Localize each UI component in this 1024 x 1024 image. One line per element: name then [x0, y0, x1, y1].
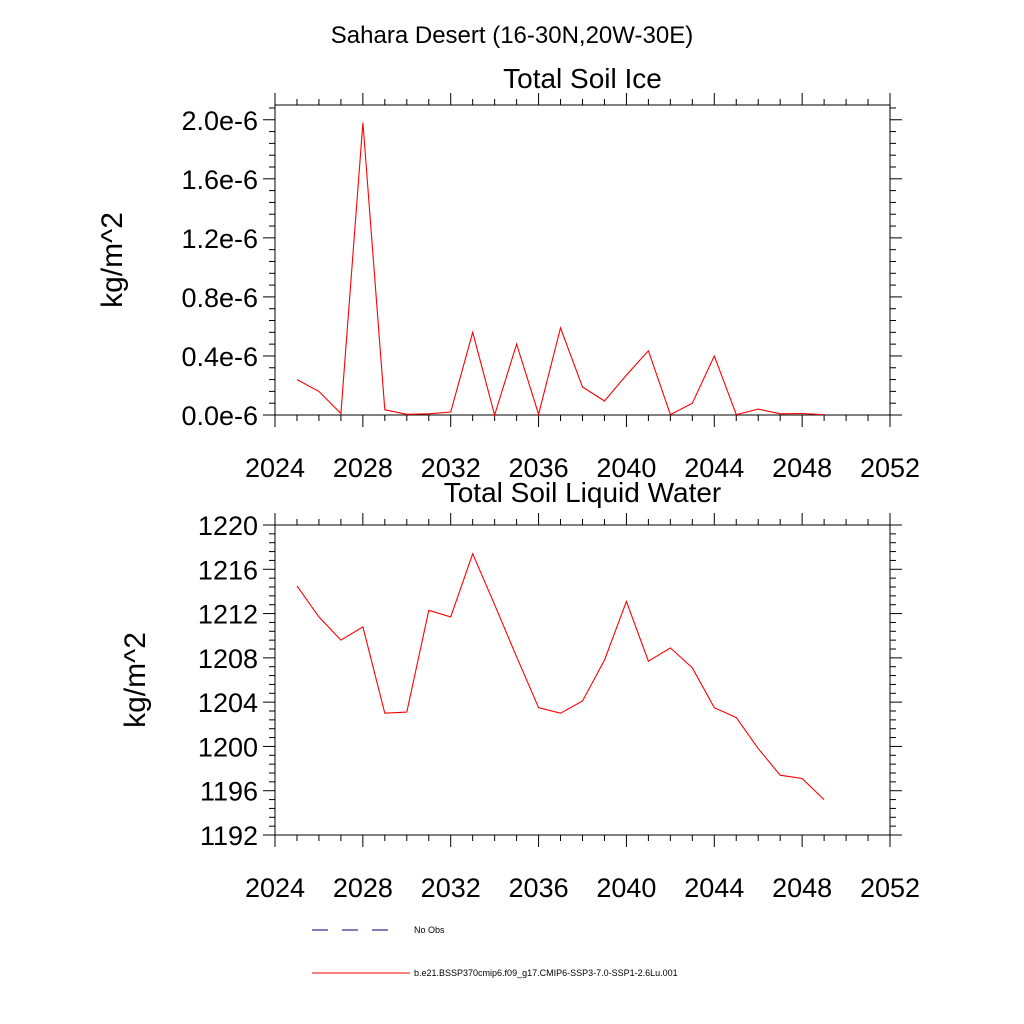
legend-model-label: b.e21.BSSP370cmip6.f09_g17.CMIP6-SSP3-7.…	[414, 968, 678, 978]
x-tick-label: 2036	[509, 873, 569, 903]
x-tick-label: 2044	[684, 873, 744, 903]
legend: No Obs b.e21.BSSP370cmip6.f09_g17.CMIP6-…	[312, 925, 678, 978]
y-tick-label: 1208	[198, 644, 258, 674]
x-tick-label: 2052	[860, 453, 920, 483]
x-tick-label: 2024	[245, 873, 305, 903]
soil-liquid-water-series-line	[296, 552, 825, 800]
soil-ice-panel: Total Soil Ice kg/m^2 2024 2028 2032 2036 2040…	[96, 63, 920, 483]
y-tick-label: 0.0e-6	[181, 401, 258, 431]
x-tick-label: 2044	[684, 453, 744, 483]
y-tick-label: 1220	[198, 511, 258, 541]
y-tick-label: 1196	[200, 777, 258, 807]
y-tick-label: 0.8e-6	[181, 283, 258, 313]
x-tick-label: 2028	[333, 453, 393, 483]
x-tick-label: 2052	[860, 873, 920, 903]
y-tick-label: 1192	[200, 821, 258, 851]
soil-liquid-water-panel: Total Soil Liquid Water kg/m^2 2024 2028 203…	[119, 477, 920, 903]
x-tick-label: 2040	[596, 873, 656, 903]
y-tick-label: 1212	[198, 600, 258, 630]
y-axis-label: kg/m^2	[119, 632, 152, 728]
x-tick-label: 2028	[333, 873, 393, 903]
x-tick-label: 2032	[421, 873, 481, 903]
y-tick-label: 1204	[198, 688, 258, 718]
plot-frame	[274, 524, 891, 836]
plot-frame	[274, 104, 891, 416]
legend-no-obs-label: No Obs	[414, 925, 445, 935]
chart-title: Total Soil Liquid Water	[444, 477, 722, 508]
y-axis-label: kg/m^2	[96, 212, 129, 308]
x-tick-label: 2024	[245, 453, 305, 483]
y-tick-label: 2.0e-6	[181, 106, 258, 136]
x-tick-label: 2048	[772, 453, 832, 483]
x-tick-label: 2032	[421, 453, 481, 483]
soil-ice-series-line	[296, 122, 825, 417]
x-tick-label: 2048	[772, 873, 832, 903]
page-title: Sahara Desert (16-30N,20W-30E)	[331, 22, 693, 49]
chart-title: Total Soil Ice	[503, 63, 662, 94]
x-tick-label: 2036	[509, 453, 569, 483]
y-tick-label: 1216	[198, 555, 258, 585]
x-tick-label: 2040	[596, 453, 656, 483]
y-tick-label: 1200	[198, 732, 258, 762]
y-tick-label: 1.6e-6	[181, 165, 258, 195]
y-tick-label: 0.4e-6	[181, 342, 258, 372]
y-tick-label: 1.2e-6	[181, 224, 258, 254]
